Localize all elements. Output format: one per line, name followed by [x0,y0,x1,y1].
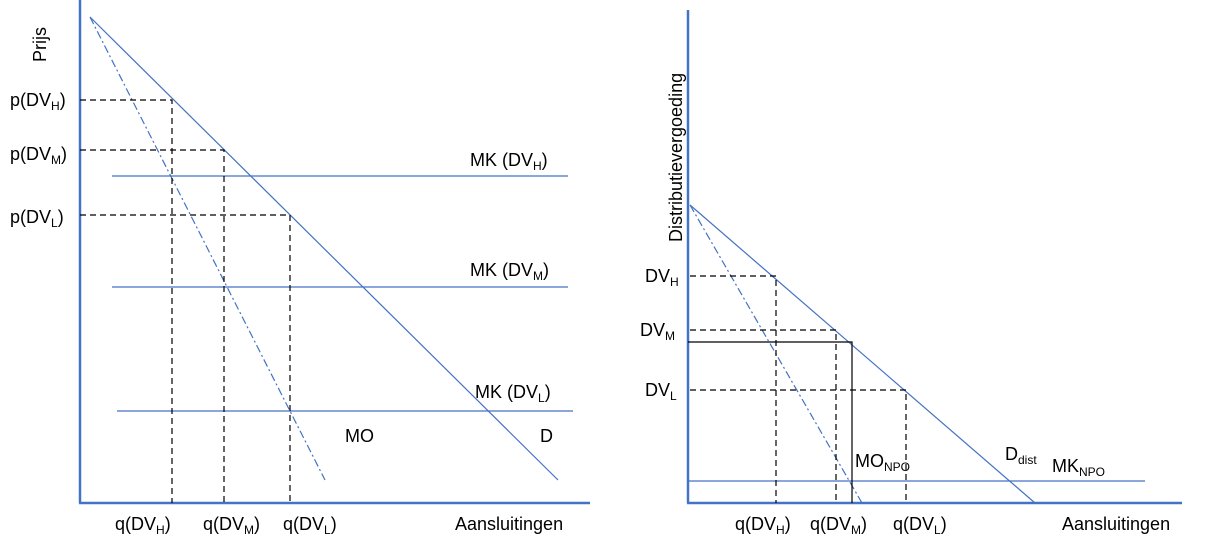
cost-label: MK (DVM) [470,260,549,283]
right-panel: Distributievergoeding Aansluitingen [666,10,1182,534]
label-sub: H [533,159,542,173]
label-end: ) [543,260,549,280]
guide-lines [690,275,907,503]
label-main: DV [640,320,665,340]
label-main: p(DV [10,207,51,227]
d-label: Ddist [1005,444,1037,467]
label-main: MK [1052,456,1079,476]
label-main: DV [645,266,670,286]
label-end: ) [545,382,551,402]
price-label: p(DVM) [10,144,67,167]
label-sub: H [776,523,785,537]
label-main: MK (DV [475,382,538,402]
label-sub: H [156,523,165,537]
label-main: p(DV [10,90,51,110]
mo-line [89,16,326,481]
label-sub: H [51,99,60,113]
label-end: ) [331,514,337,534]
label-end: ) [785,514,791,534]
label-sub: H [670,275,679,289]
label-sub: M [665,329,675,343]
x-axis-label: Aansluitingen [1062,514,1170,534]
label-end: ) [60,90,66,110]
label-sub: L [538,391,545,405]
label-main: MK (DV [470,260,533,280]
label-sub: M [851,523,861,537]
quantity-label: q(DVL) [893,514,947,537]
label-sub: M [51,153,61,167]
label-sub: L [934,523,941,537]
fee-label: DVH [645,266,679,289]
label-end: ) [165,514,171,534]
demand-line [689,204,1036,504]
optimum-lines [688,341,853,503]
label-main: DV [645,380,670,400]
label-main: q(DV [735,514,776,534]
label-sub: M [244,523,254,537]
quantity-label: q(DVH) [115,514,171,537]
label-end: ) [542,150,548,170]
label-main: q(DV [203,514,244,534]
label-main: q(DV [893,514,934,534]
label-end: ) [861,514,867,534]
label-main: q(DV [115,514,156,534]
label-end: ) [58,207,64,227]
label-main: q(DV [283,514,324,534]
fee-label: DVL [645,380,677,403]
y-axis-label: Prijs [30,27,50,62]
fee-label: DVM [640,320,675,343]
label-sub: NPO [884,460,910,474]
mo-label: MO [345,426,374,446]
mk-label: MKNPO [1052,456,1105,479]
label-main: MK (DV [470,150,533,170]
x-axis-label: Aansluitingen [455,514,563,534]
label-end: ) [61,144,67,164]
label-main: D [1005,444,1018,464]
label-sub: L [51,216,58,230]
label-sub: dist [1018,453,1037,467]
price-label: p(DVH) [10,90,66,113]
d-label: D [540,426,553,446]
cost-label: MK (DVL) [475,382,551,405]
label-main: q(DV [810,514,851,534]
label-end: ) [254,514,260,534]
label-sub: NPO [1079,465,1105,479]
mo-label: MONPO [855,451,910,474]
quantity-label: q(DVM) [203,514,260,537]
y-axis-label: Distributievergoeding [666,73,686,242]
label-main: MO [855,451,884,471]
left-panel: Prijs Aansluitingen MO D [30,0,590,534]
label-main: p(DV [10,144,51,164]
label-sub: L [324,523,331,537]
quantity-label: q(DVH) [735,514,791,537]
price-label: p(DVL) [10,207,64,230]
label-sub: L [670,389,677,403]
demand-line [89,16,559,481]
quantity-label: q(DVL) [283,514,337,537]
cost-label: MK (DVH) [470,150,548,173]
guide-lines [80,99,291,503]
quantity-label: q(DVM) [810,514,867,537]
label-sub: M [533,269,543,283]
label-end: ) [941,514,947,534]
